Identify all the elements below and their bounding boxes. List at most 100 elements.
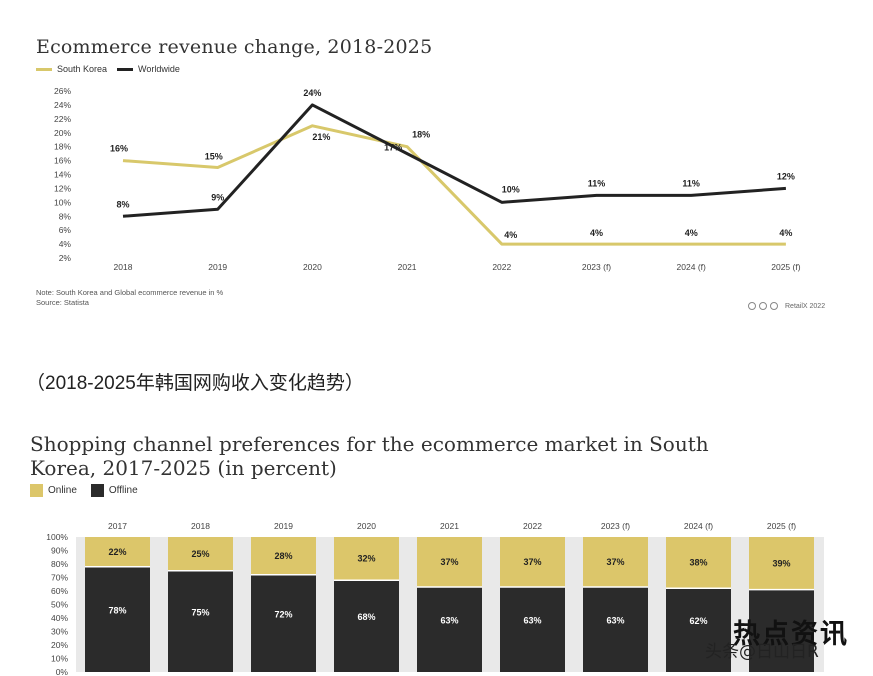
- y-tick-label: 10%: [54, 197, 71, 207]
- series-line-south-korea: [122, 124, 786, 246]
- nd-icon: [770, 302, 778, 310]
- cc-icon: [748, 302, 756, 310]
- chart1-title: Ecommerce revenue change, 2018-2025: [36, 36, 433, 58]
- category-label: 2023 (f): [601, 521, 630, 531]
- y-tick-label: 100%: [46, 532, 68, 542]
- x-tick-label: 2020: [303, 262, 322, 272]
- category-label: 2024 (f): [684, 521, 713, 531]
- category-label: 2017: [108, 521, 127, 531]
- data-label-online: 37%: [606, 557, 624, 567]
- category-label: 2022: [523, 521, 542, 531]
- data-label: 12%: [777, 171, 795, 181]
- y-tick-label: 14%: [54, 170, 71, 180]
- bar-offline: [334, 580, 399, 672]
- bar-offline: [168, 570, 233, 672]
- y-tick-label: 70%: [51, 573, 68, 583]
- line-chart: 2% 4% 6% 8% 10% 12% 14% 16% 18% 20% 22% 24% 26% 2018 2…: [54, 86, 801, 272]
- data-label: 18%: [412, 130, 430, 140]
- category-label: 2019: [274, 521, 293, 531]
- bar-online: [168, 537, 233, 571]
- legend-label-south-korea: South Korea: [57, 64, 108, 74]
- x-tick-label: 2024 (f): [677, 262, 706, 272]
- data-label-offline: 63%: [523, 615, 541, 625]
- category-label: 2018: [191, 521, 210, 531]
- watermark-text: 头条@日山日R: [705, 642, 819, 662]
- y-tick-label: 20%: [54, 128, 71, 138]
- y-tick-label: 12%: [54, 183, 71, 193]
- bar-online: [666, 537, 731, 589]
- bar-online: [417, 537, 482, 587]
- data-label: 16%: [110, 144, 128, 154]
- legend-item-offline: Offline: [90, 484, 138, 497]
- x-tick-label: 2022: [492, 262, 511, 272]
- bar-offline: [251, 574, 316, 672]
- legend-swatch-worldwide: [117, 67, 134, 71]
- y-tick-label: 30%: [51, 627, 68, 637]
- data-label-online: 37%: [440, 557, 458, 567]
- y-tick-label: 26%: [54, 86, 71, 96]
- data-label-online: 22%: [108, 547, 126, 557]
- data-label-online: 39%: [772, 558, 790, 568]
- y-tick-label: 20%: [51, 640, 68, 650]
- bar-online: [583, 537, 648, 587]
- data-label: 11%: [588, 178, 606, 188]
- y-tick-label: 16%: [54, 156, 71, 166]
- chart1-legend: South Korea Worldwide: [36, 64, 180, 74]
- data-label: 9%: [211, 192, 224, 202]
- data-label: 4%: [685, 228, 698, 238]
- data-label: 17%: [384, 143, 402, 153]
- bar-offline: [749, 589, 814, 672]
- data-label-offline: 63%: [606, 615, 624, 625]
- data-label: 8%: [116, 199, 129, 209]
- legend-item-online: Online: [30, 484, 77, 497]
- chart2-legend: Online Offline: [30, 484, 138, 497]
- chart1-credit: RetailX 2022: [748, 302, 825, 310]
- legend-label-worldwide: Worldwide: [138, 64, 180, 74]
- caption-text: （2018-2025年韩国网购收入变化趋势）: [26, 373, 364, 394]
- legend-swatch-south-korea: [36, 67, 52, 71]
- y-tick-label: 80%: [51, 559, 68, 569]
- legend-item-worldwide: Worldwide: [117, 64, 180, 74]
- chart2-title: Shopping channel preferences for the eco…: [30, 432, 709, 480]
- by-icon: [759, 302, 767, 310]
- data-label-offline: 75%: [191, 607, 209, 617]
- y-tick-label: 6%: [59, 225, 72, 235]
- y-tick-label: 50%: [51, 600, 68, 610]
- watermark-logo: 热点资讯: [733, 619, 849, 650]
- bar-online: [251, 537, 316, 575]
- x-tick-label: 2023 (f): [582, 262, 611, 272]
- data-label-offline: 68%: [357, 612, 375, 622]
- data-label-online: 25%: [191, 549, 209, 559]
- y-tick-label: 40%: [51, 613, 68, 623]
- y-tick-label: 24%: [54, 100, 71, 110]
- data-label: 4%: [590, 228, 603, 238]
- chart1-note: Note: South Korea and Global ecommerce r…: [36, 288, 224, 297]
- category-label: 2021: [440, 521, 459, 531]
- chart1-source: Source: Statista: [36, 298, 89, 307]
- data-label: 4%: [779, 228, 792, 238]
- data-label: 21%: [312, 132, 330, 142]
- data-label-offline: 78%: [108, 605, 126, 615]
- data-label: 11%: [682, 178, 700, 188]
- y-tick-label: 22%: [54, 114, 71, 124]
- category-label: 2020: [357, 521, 376, 531]
- data-label-online: 38%: [689, 558, 707, 568]
- legend-swatch-offline: [90, 484, 104, 497]
- data-label-online: 32%: [357, 554, 375, 564]
- series-line-worldwide: [122, 103, 787, 218]
- y-tick-label: 90%: [51, 546, 68, 556]
- y-tick-label: 2%: [59, 253, 72, 263]
- bar-offline: [500, 586, 565, 672]
- y-tick-label: 60%: [51, 586, 68, 596]
- credit-text: RetailX 2022: [785, 302, 826, 310]
- data-label-offline: 63%: [440, 615, 458, 625]
- legend-label-online: Online: [48, 485, 77, 496]
- x-tick-label: 2025 (f): [771, 262, 800, 272]
- bar-offline: [85, 566, 150, 672]
- bar-online: [334, 537, 399, 581]
- x-tick-label: 2019: [208, 262, 227, 272]
- y-tick-label: 10%: [51, 654, 68, 664]
- y-tick-label: 8%: [59, 211, 72, 221]
- legend-label-offline: Offline: [108, 485, 138, 496]
- data-label: 10%: [502, 184, 520, 194]
